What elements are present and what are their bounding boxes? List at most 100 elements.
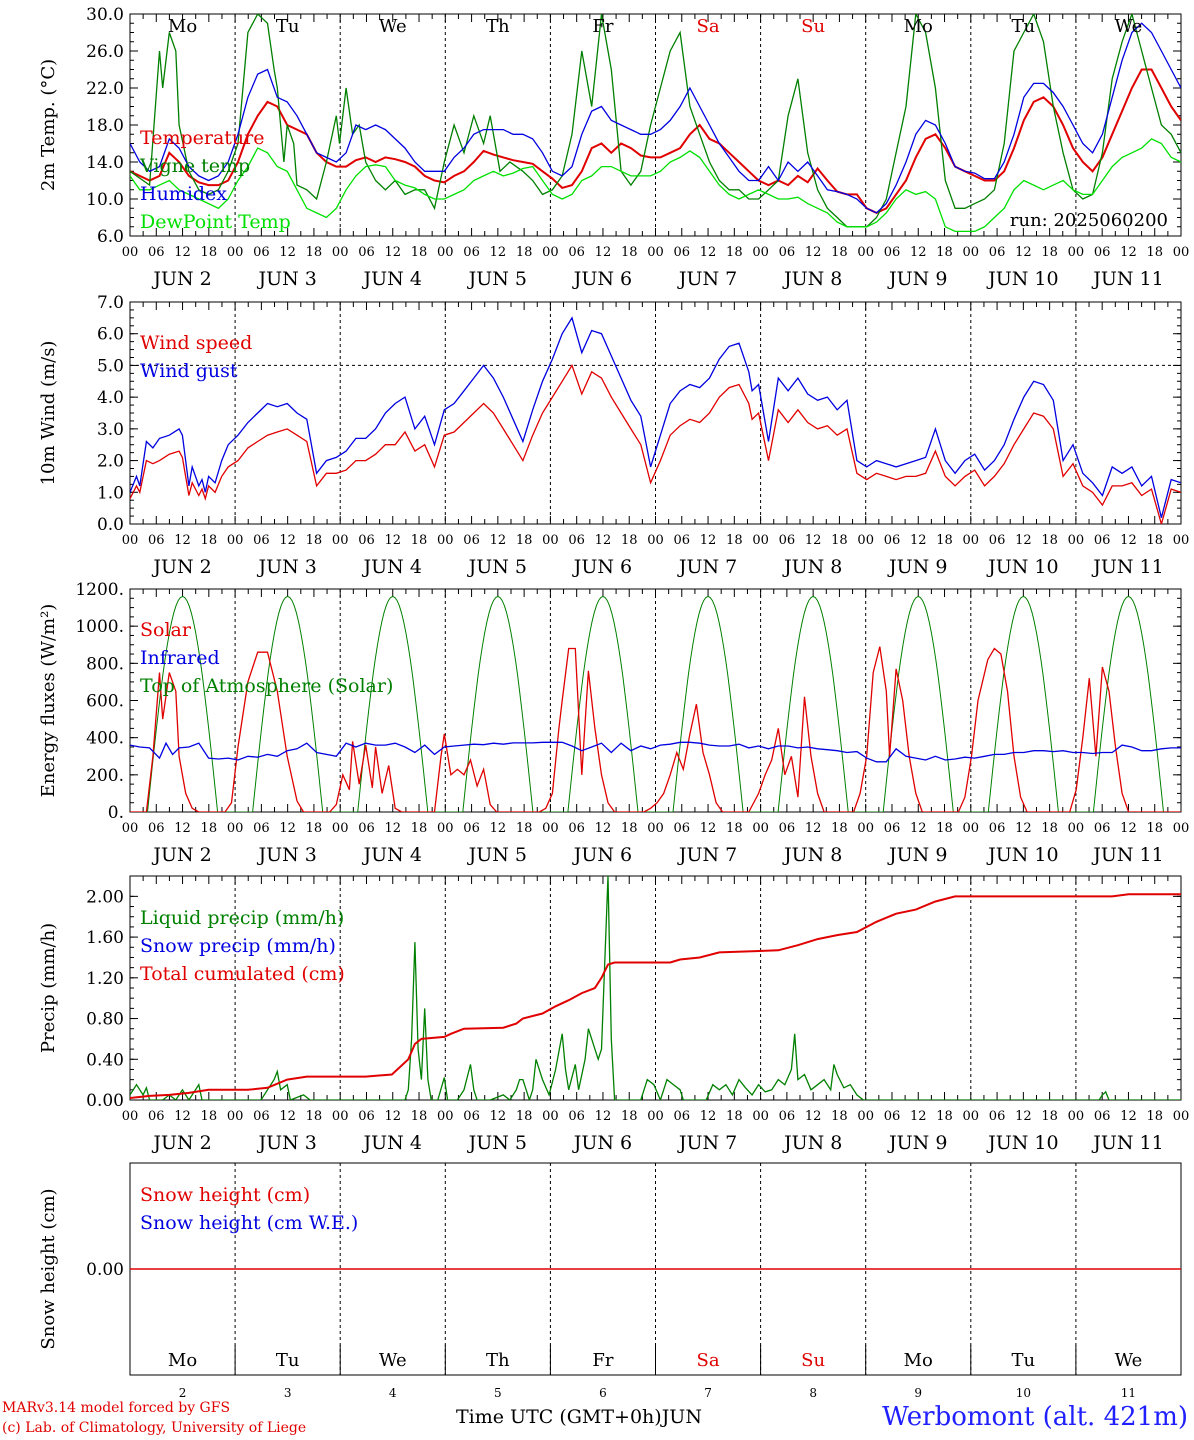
hour-tick-label: 00	[1068, 245, 1085, 260]
hour-tick-label: 06	[779, 533, 796, 548]
hour-tick-label: 06	[674, 245, 691, 260]
hour-tick-label: 00	[122, 533, 139, 548]
hour-tick-label: 06	[568, 533, 585, 548]
hour-tick-label: 18	[1146, 245, 1163, 260]
hour-tick-label: 18	[1041, 821, 1058, 836]
y-tick-label: 200.	[86, 766, 124, 786]
y-tick-label: 0.40	[86, 1050, 124, 1070]
hour-tick-label: 18	[936, 821, 953, 836]
hour-tick-label: 18	[1146, 533, 1163, 548]
hour-tick-label: 18	[411, 533, 428, 548]
hour-tick-label: 12	[279, 533, 296, 548]
y-tick-label: 0.80	[86, 1010, 124, 1030]
series-line-liquid-precip-mm-h-	[130, 876, 1181, 1100]
hour-tick-label: 00	[437, 821, 454, 836]
day-label: JUN 6	[572, 556, 632, 578]
day-number-label: 7	[704, 1386, 712, 1400]
hour-tick-label: 18	[726, 245, 743, 260]
day-label: JUN 2	[151, 268, 211, 290]
y-tick-label: 0.	[108, 803, 124, 823]
day-label: JUN 5	[467, 1132, 527, 1154]
hour-tick-label: 12	[490, 245, 507, 260]
legend-entry: Liquid precip (mm/h)	[140, 907, 344, 929]
hour-tick-label: 12	[1120, 533, 1137, 548]
hour-tick-label: 06	[148, 533, 165, 548]
hour-tick-label: 06	[779, 1109, 796, 1124]
series-line-humidex	[130, 22, 1181, 214]
hour-tick-label: 06	[463, 533, 480, 548]
hour-tick-label: 12	[279, 1109, 296, 1124]
weekday-label: Fr	[592, 1350, 613, 1371]
series-line-dewpoint-temp	[130, 138, 1181, 233]
hour-tick-label: 00	[122, 245, 139, 260]
hour-tick-label: 18	[306, 533, 323, 548]
hour-tick-label: 00	[963, 1109, 980, 1124]
legend-entry: Temperature	[140, 127, 264, 149]
panel-frame	[129, 588, 1182, 813]
x-axis-label: Time UTC (GMT+0h)JUN	[456, 1406, 702, 1428]
hour-tick-label: 06	[463, 821, 480, 836]
hour-tick-label: 06	[674, 1109, 691, 1124]
legend-entry: Snow precip (mm/h)	[140, 935, 336, 957]
day-label: JUN 6	[572, 268, 632, 290]
y-tick-label: 1000.	[75, 617, 124, 637]
y-tick-label: 18.0	[86, 116, 124, 136]
hour-tick-label: 12	[174, 1109, 191, 1124]
weekday-label: Tu	[276, 1350, 300, 1371]
day-number-label: 11	[1121, 1386, 1136, 1400]
y-tick-label: 22.0	[86, 79, 124, 99]
hour-tick-label: 12	[595, 821, 612, 836]
hour-tick-label: 00	[857, 245, 874, 260]
y-tick-label: 6.0	[97, 227, 124, 247]
hour-tick-label: 06	[568, 1109, 585, 1124]
hour-tick-label: 18	[411, 245, 428, 260]
legend-entry: Solar	[140, 619, 192, 641]
hour-tick-label: 00	[437, 245, 454, 260]
hour-tick-label: 00	[752, 821, 769, 836]
hour-tick-label: 00	[1173, 1109, 1190, 1124]
hour-tick-label: 00	[122, 1109, 139, 1124]
legend-entry: Top of Atmosphere (Solar)	[140, 675, 393, 697]
hour-tick-label: 12	[279, 821, 296, 836]
legend-entry: Humidex	[140, 183, 227, 205]
hour-tick-label: 00	[1173, 821, 1190, 836]
hour-tick-label: 06	[463, 245, 480, 260]
hour-tick-label: 18	[411, 1109, 428, 1124]
hour-tick-label: 18	[726, 1109, 743, 1124]
hour-tick-label: 00	[542, 1109, 559, 1124]
day-label: JUN 10	[986, 556, 1058, 578]
hour-tick-label: 06	[1094, 1109, 1111, 1124]
hour-tick-label: 18	[936, 533, 953, 548]
hour-tick-label: 00	[437, 533, 454, 548]
lab-credit: (c) Lab. of Climatology, University of L…	[2, 1420, 307, 1436]
hour-tick-label: 12	[1120, 245, 1137, 260]
day-label: JUN 3	[256, 844, 316, 866]
hour-tick-label: 06	[989, 533, 1006, 548]
y-axis-label: Energy fluxes (W/m²)	[38, 604, 59, 798]
day-label: JUN 4	[362, 268, 422, 290]
day-label: JUN 8	[782, 844, 842, 866]
hour-tick-label: 06	[779, 821, 796, 836]
hour-tick-label: 18	[1041, 245, 1058, 260]
hour-tick-label: 00	[227, 533, 244, 548]
hour-tick-label: 18	[621, 245, 638, 260]
y-tick-label: 1200.	[75, 580, 124, 600]
hour-tick-label: 06	[463, 1109, 480, 1124]
day-label: JUN 7	[677, 844, 737, 866]
hour-tick-label: 18	[411, 821, 428, 836]
day-label: JUN 4	[362, 844, 422, 866]
legend-entry: Wind gust	[140, 360, 238, 382]
hour-tick-label: 06	[358, 245, 375, 260]
y-tick-label: 2.00	[86, 887, 124, 907]
hour-tick-label: 06	[1094, 533, 1111, 548]
day-label: JUN 6	[572, 844, 632, 866]
series-line-solar	[130, 646, 1181, 812]
hour-tick-label: 06	[148, 821, 165, 836]
hour-tick-label: 06	[884, 1109, 901, 1124]
hour-tick-label: 18	[516, 1109, 533, 1124]
y-tick-label: 1.20	[86, 969, 124, 989]
legend-entry: Wind speed	[140, 332, 252, 354]
y-tick-label: 30.0	[86, 5, 124, 25]
hour-tick-label: 12	[700, 1109, 717, 1124]
hour-tick-label: 18	[1041, 1109, 1058, 1124]
